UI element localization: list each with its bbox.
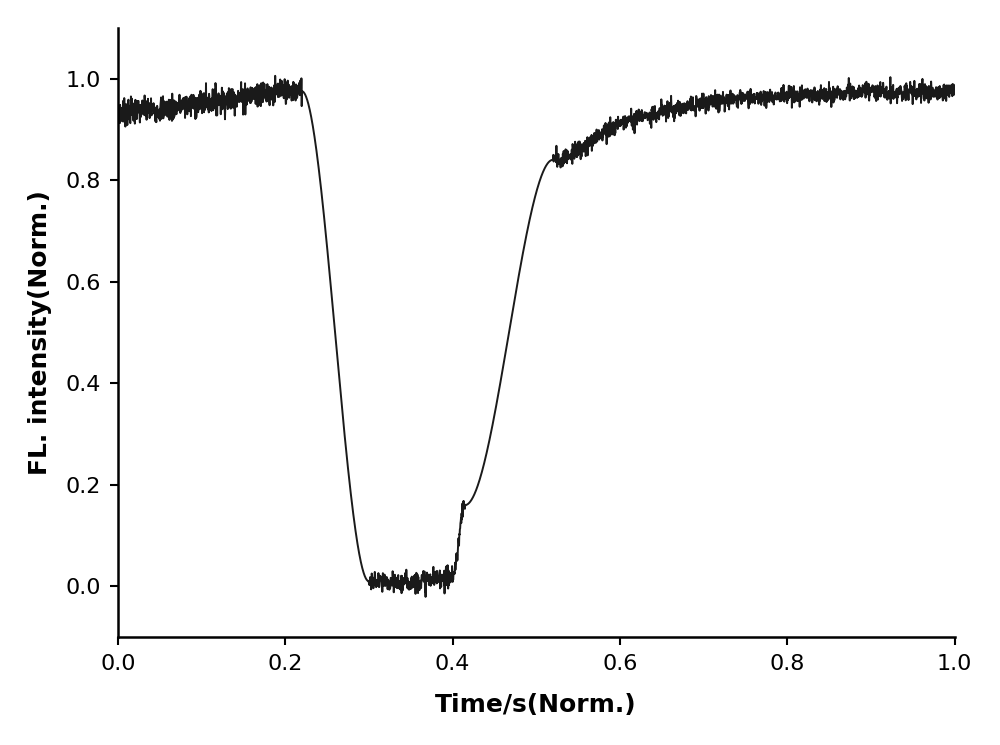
X-axis label: Time/s(Norm.): Time/s(Norm.) <box>435 693 637 717</box>
Y-axis label: FL. intensity(Norm.): FL. intensity(Norm.) <box>28 190 52 475</box>
